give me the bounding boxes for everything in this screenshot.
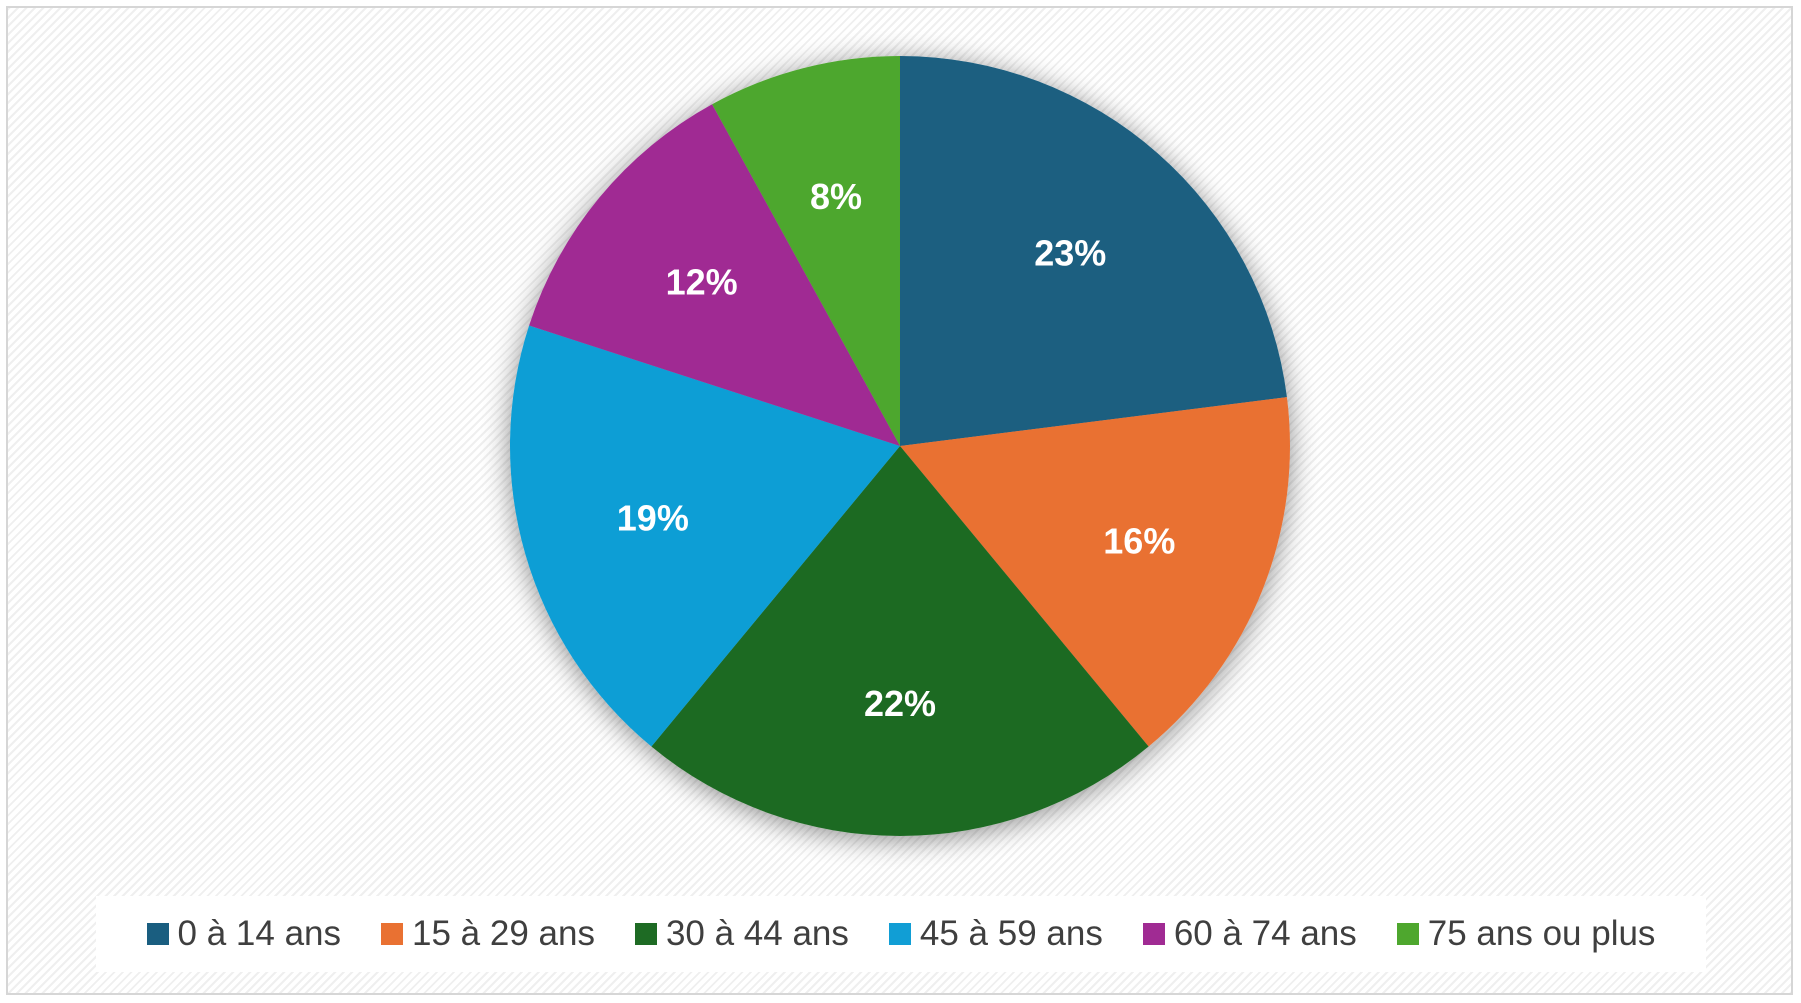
pie-slices xyxy=(510,56,1290,837)
slice-data-label-4: 19% xyxy=(617,497,689,538)
legend-label: 75 ans ou plus xyxy=(1427,914,1656,953)
legend-swatch xyxy=(888,923,911,945)
legend-item: 0 à 14 ans xyxy=(146,914,342,954)
legend-swatch xyxy=(1142,923,1165,945)
slice-labels: 23% 16% 22% 19% 12% 8% xyxy=(617,176,1176,724)
legend-swatch xyxy=(381,923,404,945)
legend-label: 45 à 59 ans xyxy=(919,914,1103,953)
legend-swatch xyxy=(146,923,169,945)
pie-slice-4 xyxy=(510,325,900,747)
legend-label: 0 à 14 ans xyxy=(177,914,342,953)
legend-item: 60 à 74 ans xyxy=(1142,914,1357,954)
legend-label: 60 à 74 ans xyxy=(1173,914,1357,953)
slice-data-label-1: 23% xyxy=(1034,232,1106,273)
pie-slice-3 xyxy=(651,446,1149,837)
chart-frame: 23% 16% 22% 19% 12% 8% 0 à 14 ans 15 à 29 ans 3… xyxy=(6,6,1793,995)
legend-item: 30 à 44 ans xyxy=(634,914,849,954)
slice-data-label-3: 22% xyxy=(864,683,936,724)
plot-area: 23% 16% 22% 19% 12% 8% xyxy=(8,8,1795,888)
slice-data-label-6: 8% xyxy=(810,176,862,217)
pie-slice-1 xyxy=(900,56,1287,446)
slice-data-label-2: 16% xyxy=(1103,520,1175,561)
pie-slice-5 xyxy=(529,104,900,447)
legend-item: 15 à 29 ans xyxy=(381,914,595,954)
legend-item: 75 ans ou plus xyxy=(1396,914,1656,954)
legend-label: 15 à 29 ans xyxy=(412,914,595,953)
pie-chart: 23% 16% 22% 19% 12% 8% xyxy=(510,56,1290,837)
legend-label: 30 à 44 ans xyxy=(665,914,849,953)
legend-swatch xyxy=(1396,923,1419,945)
legend-swatch xyxy=(634,923,657,945)
pie-slice-2 xyxy=(900,397,1290,747)
legend: 0 à 14 ans 15 à 29 ans 30 à 44 ans 45 à 59 … xyxy=(96,896,1706,972)
pie-slice-6 xyxy=(712,56,900,446)
slice-data-label-5: 12% xyxy=(666,261,738,302)
legend-item: 45 à 59 ans xyxy=(888,914,1103,954)
